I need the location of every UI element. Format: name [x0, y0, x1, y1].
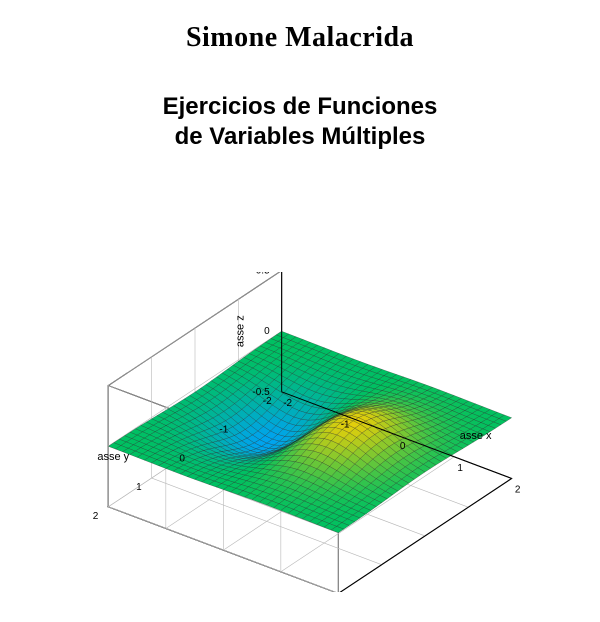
surface-svg: -2-1012-2-1012-0.500.5asse xasse yasse z — [50, 272, 550, 592]
svg-text:0.5: 0.5 — [256, 272, 270, 277]
svg-text:0: 0 — [264, 326, 270, 337]
svg-text:0: 0 — [400, 441, 406, 452]
book-cover: Simone Malacrida Ejercicios de Funciones… — [0, 22, 600, 622]
surface-plot: -2-1012-2-1012-0.500.5asse xasse yasse z — [50, 272, 550, 592]
svg-text:1: 1 — [457, 463, 463, 474]
svg-text:-0.5: -0.5 — [252, 387, 270, 398]
title-line-1: Ejercicios de Funciones — [163, 93, 438, 120]
svg-text:0: 0 — [179, 453, 185, 464]
svg-text:2: 2 — [515, 484, 521, 495]
svg-text:1: 1 — [136, 482, 142, 493]
author-name: Simone Malacrida — [0, 22, 600, 54]
book-title: Ejercicios de Funciones de Variables Múl… — [0, 92, 600, 152]
svg-text:asse y: asse y — [97, 451, 129, 463]
svg-text:-1: -1 — [341, 419, 350, 430]
svg-text:asse z: asse z — [235, 315, 247, 347]
svg-text:-2: -2 — [283, 398, 292, 409]
svg-text:asse x: asse x — [460, 430, 492, 442]
svg-text:-1: -1 — [219, 425, 228, 436]
svg-text:2: 2 — [93, 511, 99, 522]
title-line-2: de Variables Múltiples — [175, 123, 426, 150]
